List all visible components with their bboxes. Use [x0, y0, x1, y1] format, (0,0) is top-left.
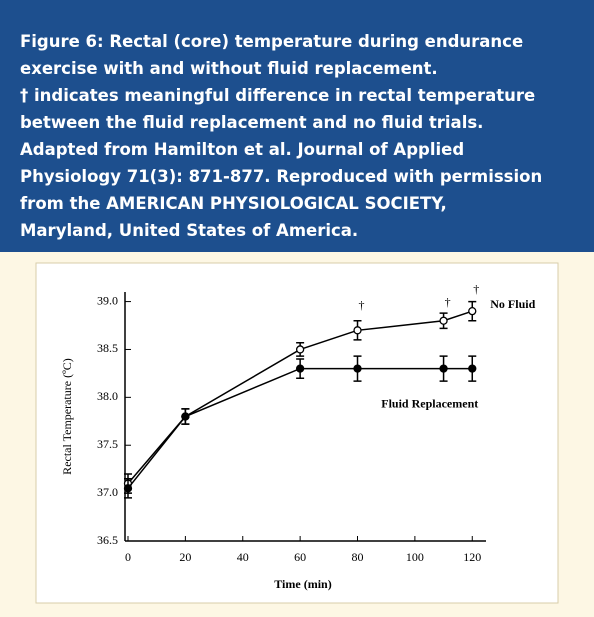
caption-line: between the fluid replacement and no flu…	[20, 113, 484, 132]
caption-box: Figure 6: Rectal (core) temperature duri…	[0, 0, 594, 252]
y-tick-label: 37.0	[97, 485, 118, 499]
caption-line: Adapted from Hamilton et al. Journal of …	[20, 140, 465, 159]
point	[181, 412, 190, 421]
series-label: Fluid Replacement	[381, 396, 478, 410]
x-axis-label: Time (min)	[274, 577, 331, 591]
annotation: †	[445, 295, 451, 309]
point	[295, 364, 305, 373]
y-axis-label: Rectal Temperature (ºC)	[60, 358, 74, 475]
point	[439, 316, 448, 325]
x-tick-label: 100	[406, 550, 424, 564]
caption-line: Figure 6: Rectal (core) temperature duri…	[20, 32, 524, 51]
y-tick-label: 39.0	[97, 293, 118, 307]
y-tick-label: 37.5	[97, 437, 118, 451]
x-tick-label: 20	[179, 550, 191, 564]
x-tick-label: 60	[294, 550, 306, 564]
y-tick-label: 38.5	[97, 341, 118, 355]
caption-line: Physiology 71(3): 871-877. Reproduced wi…	[20, 167, 543, 186]
point	[123, 484, 133, 493]
caption-line: † indicates meaningful difference in rec…	[20, 86, 536, 105]
x-tick-label: 0	[125, 550, 131, 564]
y-tick-label: 36.5	[97, 533, 118, 547]
annotation: †	[359, 298, 365, 312]
point	[353, 364, 362, 373]
caption-line: exercise with and without fluid replacem…	[20, 59, 438, 78]
x-tick-label: 80	[352, 550, 364, 564]
point	[353, 326, 362, 335]
series-label: No Fluid	[490, 297, 535, 311]
point	[295, 345, 305, 354]
caption-line: from the AMERICAN PHYSIOLOGICAL SOCIETY,	[20, 194, 447, 213]
x-tick-label: 40	[237, 550, 249, 564]
annotation: †	[473, 282, 479, 296]
point	[468, 364, 477, 373]
point	[468, 307, 477, 316]
caption-line: Maryland, United States of America.	[20, 221, 359, 240]
x-tick-label: 120	[463, 550, 481, 564]
figure-frame	[35, 262, 559, 604]
point	[439, 364, 448, 373]
y-tick-label: 38.0	[97, 389, 118, 403]
series-line	[127, 367, 473, 489]
